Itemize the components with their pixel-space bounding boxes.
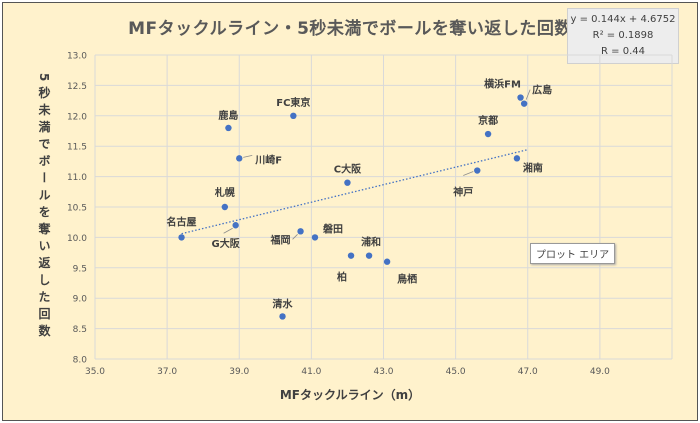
data-label: 柏 [337, 271, 347, 284]
leader-line [525, 89, 531, 100]
x-tick-label: 43.0 [373, 367, 393, 377]
data-point [225, 124, 232, 132]
leader-line [223, 227, 233, 234]
data-label: 鳥栖 [397, 273, 417, 286]
x-tick-label: 39.0 [229, 367, 249, 377]
data-point [347, 252, 355, 259]
data-point [383, 258, 391, 265]
data-label: 清水 [273, 297, 294, 310]
y-tick-label: 11.5 [67, 143, 87, 153]
data-point [232, 222, 239, 229]
x-tick-label: 41.0 [301, 367, 321, 377]
y-tick-label: 10.0 [67, 234, 87, 244]
y-tick-label: 12.0 [67, 112, 87, 122]
data-point [365, 252, 373, 259]
chart-title: MFタックルライン・5秒未満でボールを奪い返した回数 [128, 19, 572, 39]
data-point [520, 100, 528, 107]
tooltip: プロット エリア [530, 243, 616, 264]
y-tick-label: 12.5 [67, 82, 87, 92]
data-label: 神戸 [453, 186, 473, 199]
x-tick-label: 37.0 [157, 367, 177, 377]
data-point [297, 228, 304, 235]
data-label: 磐田 [323, 222, 343, 235]
y-tick-label: 13.0 [67, 52, 87, 62]
leader-line [243, 154, 253, 158]
r-squared-text: R² = 0.1898 [592, 30, 654, 41]
y-tick-label: 9.5 [73, 264, 87, 274]
x-tick-label: 35.0 [85, 367, 105, 377]
data-label: 札幌 [214, 186, 235, 199]
y-axis-label: 5秒未満でボールを奪い返した回数 [37, 72, 51, 342]
data-label: 名古屋 [167, 215, 197, 228]
data-label: G大阪 [212, 237, 241, 250]
leader-line [292, 234, 298, 240]
data-point [474, 167, 481, 174]
y-tick-label: 8.5 [73, 325, 87, 335]
x-tick-label: 47.0 [518, 367, 538, 377]
data-label: 川崎F [254, 153, 282, 166]
data-label: 福岡 [270, 233, 291, 246]
y-tick-label: 10.5 [67, 204, 87, 214]
data-label: 横浜FM [484, 78, 521, 91]
data-label: FC東京 [276, 96, 310, 109]
y-tick-label: 9.0 [73, 295, 88, 305]
data-point [311, 234, 319, 241]
data-label: 京都 [478, 114, 498, 127]
data-point [484, 130, 492, 138]
y-tick-label: 8.0 [73, 356, 88, 366]
x-tick-label: 49.0 [590, 367, 610, 377]
data-point [517, 94, 524, 101]
data-point [178, 234, 185, 241]
data-point [221, 203, 229, 211]
data-label: 浦和 [361, 236, 381, 249]
data-point [279, 313, 286, 320]
data-point [236, 155, 243, 162]
equation-text: y = 0.144x + 4.6752 [570, 14, 676, 25]
r-text: R = 0.44 [601, 46, 645, 57]
data-label: 鹿島 [218, 109, 238, 122]
x-tick-label: 45.0 [446, 367, 466, 377]
leader-line [463, 171, 474, 176]
data-point [513, 155, 521, 162]
x-axis-label: MFタックルライン（m） [279, 388, 421, 402]
data-point [344, 179, 351, 186]
y-tick-label: 11.0 [67, 173, 87, 183]
data-point [290, 112, 297, 120]
data-label: 広島 [532, 84, 552, 97]
data-label: C大阪 [334, 163, 362, 176]
data-label: 湘南 [523, 161, 543, 174]
